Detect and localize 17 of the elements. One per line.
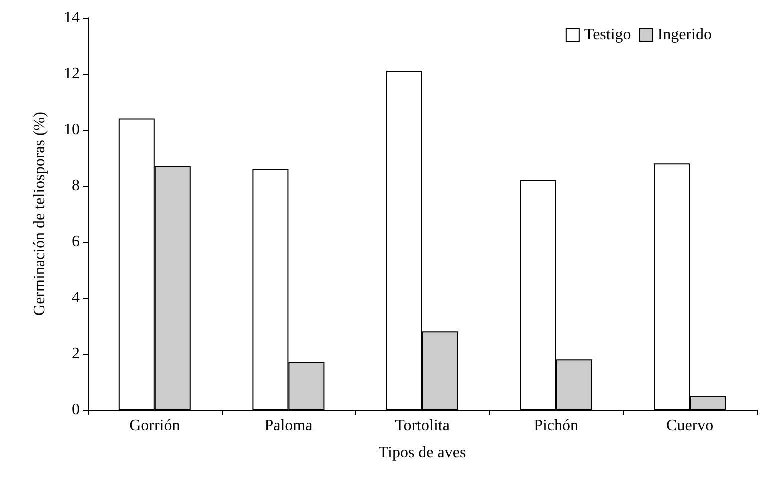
legend-label: Ingerido	[658, 26, 712, 44]
y-tick-label: 10	[64, 122, 80, 138]
x-tick-label: Tortolita	[395, 418, 450, 434]
x-tick-label: Pichón	[534, 418, 579, 434]
y-tick-label: 8	[72, 178, 80, 194]
y-tick-label: 0	[72, 402, 80, 418]
y-tick-label: 14	[64, 10, 80, 26]
y-tick-label: 4	[72, 290, 80, 306]
y-tick-label: 12	[64, 66, 80, 82]
x-axis-title: Tipos de aves	[378, 444, 466, 462]
x-tick-label: Cuervo	[666, 418, 714, 434]
x-tick-label: Paloma	[264, 418, 313, 434]
x-tick-label: Gorrión	[130, 418, 180, 434]
legend-label: Testigo	[584, 26, 632, 44]
y-axis-title: Germinación de teliosporas (%)	[32, 112, 48, 316]
y-tick-label: 6	[72, 234, 80, 250]
y-tick-label: 2	[72, 346, 80, 362]
